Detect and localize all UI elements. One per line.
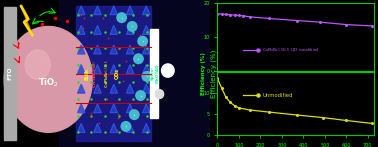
Ellipse shape [155,90,164,98]
Polygon shape [126,45,134,54]
Polygon shape [143,84,150,93]
Polygon shape [110,6,118,15]
Ellipse shape [138,36,147,46]
Polygon shape [77,65,85,74]
Bar [76,6,151,141]
Text: Spiro-
MeOTAD: Spiro- MeOTAD [151,64,160,83]
Text: CsPbBr$_{1.5}$I$_{1.5}$: CsPbBr$_{1.5}$I$_{1.5}$ [103,59,111,88]
Ellipse shape [142,72,152,81]
Polygon shape [94,84,101,93]
Polygon shape [94,25,101,34]
Polygon shape [110,104,118,113]
Text: QDs: QDs [114,68,119,79]
Polygon shape [110,65,118,74]
Ellipse shape [4,26,92,132]
Ellipse shape [25,50,50,79]
Polygon shape [77,45,85,54]
Ellipse shape [127,22,137,31]
Polygon shape [126,84,134,93]
Text: Efficiency (%): Efficiency (%) [201,52,206,95]
Ellipse shape [136,91,145,100]
Text: Unmodified: Unmodified [262,93,293,98]
Polygon shape [143,45,150,54]
Text: CsPbBr$_{1.5}$I$_{1.5}$ QD modified: CsPbBr$_{1.5}$I$_{1.5}$ QD modified [262,47,320,54]
Ellipse shape [134,54,143,64]
Polygon shape [110,25,118,34]
Polygon shape [126,104,134,113]
Polygon shape [77,104,85,113]
Text: FTO: FTO [8,67,12,80]
Text: Bulk: Bulk [85,67,90,80]
Polygon shape [94,6,101,15]
Polygon shape [143,123,150,132]
Text: Efficiency (%): Efficiency (%) [210,49,217,98]
Polygon shape [77,123,85,132]
Polygon shape [143,25,150,34]
Polygon shape [77,6,85,15]
Polygon shape [143,65,150,74]
Polygon shape [110,123,118,132]
Polygon shape [110,84,118,93]
Polygon shape [94,104,101,113]
Polygon shape [126,123,134,132]
Polygon shape [110,45,118,54]
Polygon shape [77,84,85,93]
Polygon shape [126,6,134,15]
Polygon shape [94,65,101,74]
Bar [59,0,210,147]
Bar [4,7,16,140]
Bar [150,29,158,118]
Ellipse shape [130,110,139,119]
Ellipse shape [121,122,130,131]
Text: CH$_3$NH$_3$PbI$_3$: CH$_3$NH$_3$PbI$_3$ [91,59,99,88]
Polygon shape [126,65,134,74]
Polygon shape [143,104,150,113]
Polygon shape [143,6,150,15]
Ellipse shape [117,13,126,22]
Polygon shape [77,25,85,34]
Polygon shape [94,45,101,54]
Polygon shape [21,6,33,35]
Polygon shape [126,25,134,34]
Polygon shape [94,123,101,132]
Text: TiO$_2$: TiO$_2$ [38,76,59,89]
Ellipse shape [161,64,174,77]
